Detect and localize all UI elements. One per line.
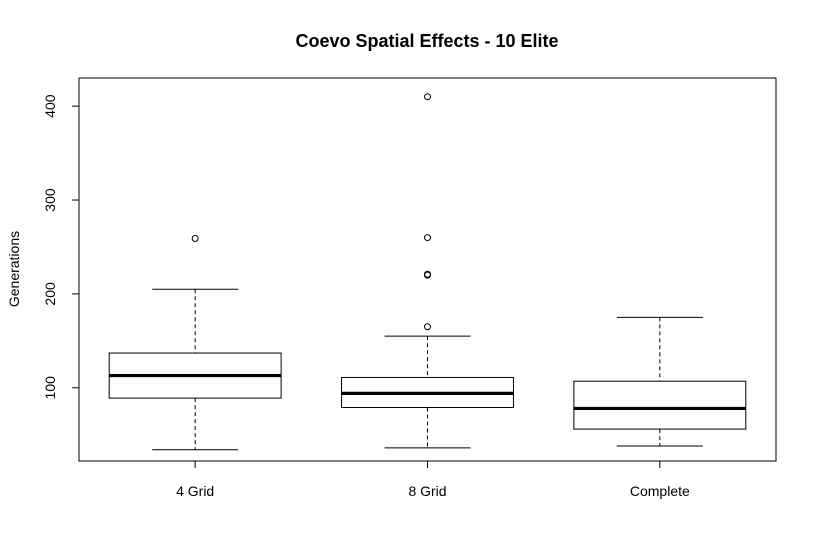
box-2 (573, 316, 747, 447)
y-axis-label: Generations (6, 231, 22, 307)
x-tick-label: 4 Grid (176, 483, 214, 499)
chart-title: Coevo Spatial Effects - 10 Elite (295, 31, 558, 51)
y-tick-label-300: 300 (42, 188, 58, 212)
x-axis: 4 Grid 8 Grid Complete (176, 460, 690, 499)
outlier-point (191, 235, 199, 243)
iqr-box (573, 380, 747, 430)
outlier-point (424, 234, 431, 242)
y-axis: 100 200 300 400 (42, 94, 80, 400)
outlier-point (424, 93, 431, 101)
y-tick-label-400: 400 (42, 94, 58, 118)
y-tick-label-200: 200 (42, 282, 58, 306)
box-0 (108, 235, 282, 451)
y-tick-label-100: 100 (42, 376, 58, 400)
box-1 (341, 93, 514, 449)
outlier-point (424, 270, 431, 278)
outlier-point (424, 323, 431, 331)
x-tick-label: 8 Grid (408, 483, 446, 499)
x-tick-label: Complete (630, 483, 690, 499)
boxes-layer (108, 93, 747, 451)
